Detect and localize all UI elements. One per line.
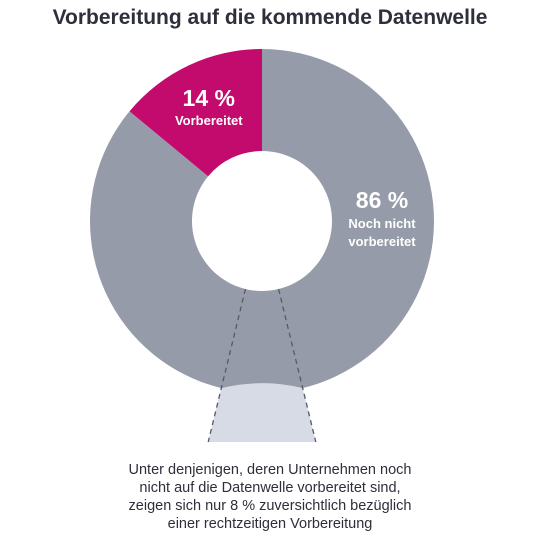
- slice-value-label: 14 %: [183, 85, 235, 111]
- slice-category-label: Vorbereitet: [175, 113, 243, 128]
- slice-category-label: Noch nicht: [348, 216, 416, 231]
- caption-line: zeigen sich nur 8 % zuversichtlich bezüg…: [128, 498, 412, 514]
- caption-line: Unter denjenigen, deren Unternehmen noch: [128, 462, 412, 478]
- slice-category-label: vorbereitet: [348, 234, 416, 249]
- slice-value-label: 86 %: [356, 187, 408, 213]
- chart-caption: Unter denjenigen, deren Unternehmen noch…: [90, 461, 450, 533]
- slice-labels: 14 % Vorbereitet 86 % Noch nicht vorbereitet: [175, 85, 416, 249]
- chart-title: Vorbereitung auf die kommende Datenwelle: [52, 6, 488, 29]
- caption-line: einer rechtzeitigen Vorbereitung: [167, 516, 373, 532]
- caption-line: nicht auf die Datenwelle vorbereitet sin…: [139, 480, 401, 496]
- donut-slice-vorbereitet: [129, 49, 262, 177]
- sub-breakdown-callout: [207, 288, 317, 443]
- sub-breakdown-wedge: [208, 383, 316, 442]
- donut-slices: [89, 49, 434, 393]
- donut-slice-nicht-vorbereitet: [89, 49, 434, 393]
